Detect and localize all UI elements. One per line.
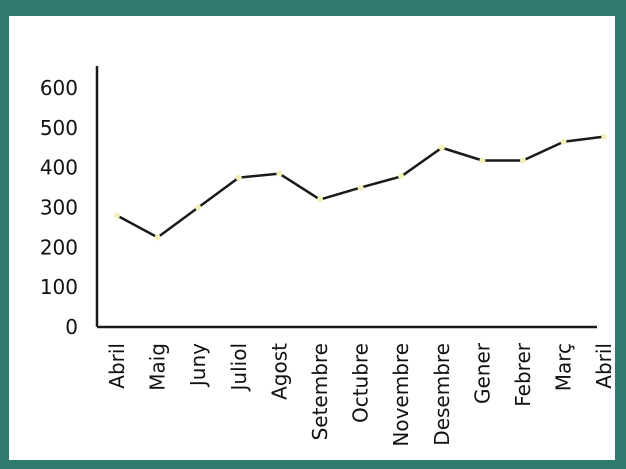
y-tick-label: 200	[40, 235, 78, 259]
y-tick-label: 400	[40, 156, 78, 180]
y-tick-label: 600	[40, 76, 78, 100]
x-tick-label: Abril	[105, 343, 129, 389]
x-tick-label: Setembre	[308, 343, 332, 440]
data-point	[601, 133, 608, 140]
data-point	[114, 212, 120, 219]
data-point	[560, 138, 567, 145]
data-point	[398, 173, 405, 180]
y-tick-label: 500	[40, 116, 78, 140]
x-tick-label: Maig	[146, 343, 170, 391]
x-tick-label: Octubre	[349, 343, 373, 423]
y-tick-label: 100	[40, 275, 78, 299]
y-tick-label: 300	[40, 196, 78, 220]
x-tick-label: Juny	[186, 343, 210, 388]
data-point	[195, 204, 202, 211]
chart-panel	[9, 16, 615, 460]
x-tick-label: Juliol	[227, 343, 251, 392]
series-markers	[114, 133, 608, 241]
data-point	[154, 234, 161, 241]
data-point	[357, 184, 364, 191]
x-tick-label: Febrer	[511, 342, 535, 406]
data-point	[479, 157, 486, 164]
chart-header-strip	[0, 0, 626, 16]
x-tick-label: Gener	[470, 342, 494, 404]
y-tick-label: 0	[65, 315, 78, 339]
x-tick-label: Desembre	[430, 343, 454, 446]
data-point	[438, 144, 445, 151]
x-tick-label: Agost	[267, 343, 291, 400]
data-point	[235, 174, 242, 181]
x-tick-label: Novembre	[389, 343, 413, 447]
y-axis-ticks: 0 100 200 300 400 500 600	[40, 76, 78, 339]
data-point	[317, 196, 323, 203]
x-tick-label: Abril	[592, 343, 616, 389]
x-axis-labels: Abril Maig Juny Juliol Agost Setembre Octubre N…	[105, 342, 616, 446]
data-point	[520, 157, 526, 164]
data-point	[276, 170, 283, 177]
x-tick-label: Març	[552, 343, 576, 391]
